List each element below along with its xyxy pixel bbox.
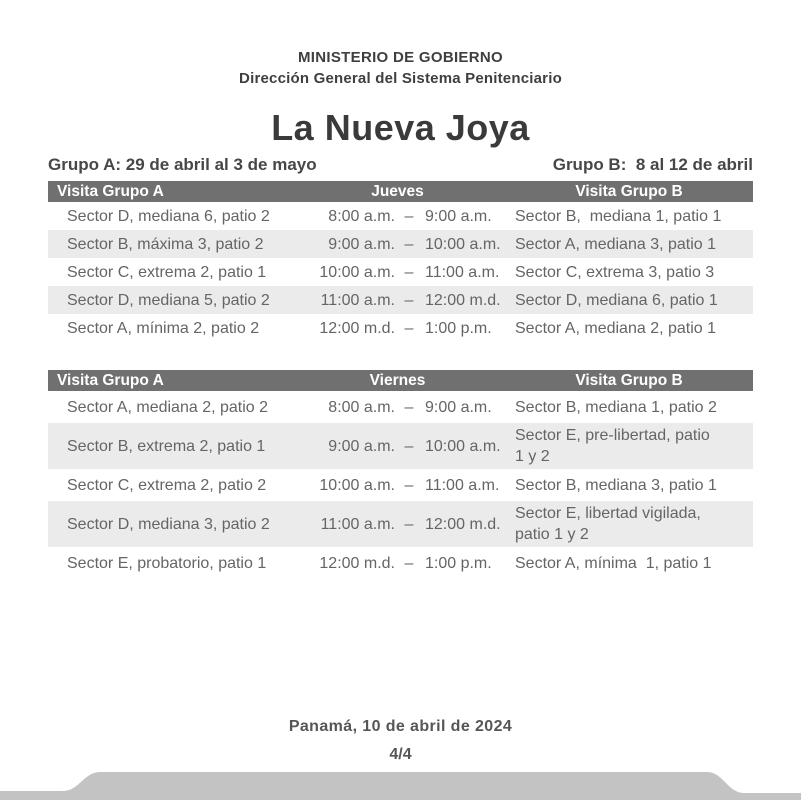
group-b-cell: Sector A, mínima 1, patio 1 <box>515 554 712 572</box>
column-header-day: Jueves <box>371 183 424 200</box>
page-number: 4/4 <box>389 746 412 763</box>
time-start: 12:00 m.d. <box>319 319 395 337</box>
time-end: 10:00 a.m. <box>425 437 501 455</box>
time-cell: 9:00 a.m. – 10:00 a.m. <box>290 434 505 459</box>
time-cell: 8:00 a.m. – 9:00 a.m. <box>290 395 505 420</box>
time-cell: 11:00 a.m. – 12:00 m.d. <box>290 512 505 537</box>
column-header-visita-grupo-b: Visita Grupo B <box>575 372 683 389</box>
time-end: 11:00 a.m. <box>425 263 500 281</box>
time-dash: – <box>404 398 414 416</box>
group-b-cell: Sector E, libertad vigilada, patio 1 y 2 <box>515 505 701 543</box>
time-dash: – <box>404 235 414 253</box>
schedule-table-jueves: Visita Grupo A Jueves Visita Grupo B Sec… <box>48 181 753 342</box>
group-a-range: Grupo A: 29 de abril al 3 de mayo <box>48 155 317 174</box>
group-a-cell: Sector D, mediana 3, patio 2 <box>67 515 270 533</box>
group-b-range: Grupo B: 8 al 12 de abril <box>552 155 753 174</box>
column-header-day: Viernes <box>369 372 426 389</box>
time-cell: 11:00 a.m. – 12:00 m.d. <box>290 288 505 313</box>
ministry-name: MINISTERIO DE GOBIERNO <box>298 49 503 66</box>
time-start: 9:00 a.m. <box>328 437 395 455</box>
group-b-cell: Sector B, mediana 1, patio 1 <box>515 207 722 225</box>
time-dash: – <box>404 291 414 309</box>
time-dash: – <box>404 476 414 494</box>
time-start: 12:00 m.d. <box>319 554 395 572</box>
time-start: 10:00 a.m. <box>319 263 395 281</box>
group-b-cell: Sector C, extrema 3, patio 3 <box>515 263 715 281</box>
table-row: Sector B, máxima 3, patio 2 9:00 a.m. – … <box>48 230 753 258</box>
time-end: 11:00 a.m. <box>425 476 500 494</box>
time-start: 9:00 a.m. <box>328 235 395 253</box>
table-row: Sector C, extrema 2, patio 1 10:00 a.m. … <box>48 258 753 286</box>
time-dash: – <box>404 263 414 281</box>
time-start: 8:00 a.m. <box>328 207 395 225</box>
time-end: 1:00 p.m. <box>425 554 492 572</box>
letterhead: MINISTERIO DE GOBIERNO Dirección General… <box>0 0 801 88</box>
group-b-cell: Sector E, pre-libertad, patio 1 y 2 <box>515 427 710 465</box>
time-dash: – <box>404 515 414 533</box>
table-row: Sector D, mediana 5, patio 2 11:00 a.m. … <box>48 286 753 314</box>
group-a-cell: Sector C, extrema 2, patio 1 <box>67 263 267 281</box>
table-row: Sector D, mediana 6, patio 2 8:00 a.m. –… <box>48 202 753 230</box>
time-start: 11:00 a.m. <box>320 291 395 309</box>
group-b-cell: Sector B, mediana 3, patio 1 <box>515 476 717 494</box>
group-a-cell: Sector A, mediana 2, patio 2 <box>67 398 269 416</box>
column-header-visita-grupo-a: Visita Grupo A <box>57 183 164 200</box>
time-cell: 10:00 a.m. – 11:00 a.m. <box>290 473 505 498</box>
group-b-cell: Sector B, mediana 1, patio 2 <box>515 398 717 416</box>
time-cell: 12:00 m.d. – 1:00 p.m. <box>290 316 505 341</box>
time-end: 9:00 a.m. <box>425 398 492 416</box>
time-cell: 9:00 a.m. – 10:00 a.m. <box>290 232 505 257</box>
table-row: Sector D, mediana 3, patio 2 11:00 a.m. … <box>48 501 753 547</box>
table-row: Sector C, extrema 2, patio 2 10:00 a.m. … <box>48 469 753 501</box>
time-end: 12:00 m.d. <box>425 291 501 309</box>
time-dash: – <box>404 437 414 455</box>
table-row: Sector A, mínima 2, patio 2 12:00 m.d. –… <box>48 314 753 342</box>
time-cell: 10:00 a.m. – 11:00 a.m. <box>290 260 505 285</box>
time-start: 11:00 a.m. <box>320 515 395 533</box>
group-date-ranges: Grupo A: 29 de abril al 3 de mayo Grupo … <box>48 154 753 176</box>
time-start: 10:00 a.m. <box>319 476 395 494</box>
table-header-row: Visita Grupo A Viernes Visita Grupo B <box>48 370 753 391</box>
time-dash: – <box>404 207 414 225</box>
column-header-visita-grupo-a: Visita Grupo A <box>57 372 164 389</box>
group-a-cell: Sector D, mediana 5, patio 2 <box>67 291 270 309</box>
time-end: 9:00 a.m. <box>425 207 492 225</box>
time-end: 10:00 a.m. <box>425 235 501 253</box>
time-dash: – <box>404 319 414 337</box>
time-end: 1:00 p.m. <box>425 319 492 337</box>
table-row: Sector B, extrema 2, patio 1 9:00 a.m. –… <box>48 423 753 469</box>
next-page-edge <box>0 772 801 800</box>
time-cell: 12:00 m.d. – 1:00 p.m. <box>290 551 505 576</box>
place-date: Panamá, 10 de abril de 2024 <box>288 718 513 735</box>
table-header-row: Visita Grupo A Jueves Visita Grupo B <box>48 181 753 202</box>
group-a-cell: Sector B, extrema 2, patio 1 <box>67 437 266 455</box>
group-a-cell: Sector C, extrema 2, patio 2 <box>67 476 267 494</box>
time-dash: – <box>404 554 414 572</box>
group-b-cell: Sector A, mediana 2, patio 1 <box>515 319 717 337</box>
schedule-table-viernes: Visita Grupo A Viernes Visita Grupo B Se… <box>48 370 753 579</box>
table-row: Sector E, probatorio, patio 1 12:00 m.d.… <box>48 547 753 579</box>
group-a-cell: Sector A, mínima 2, patio 2 <box>67 319 260 337</box>
document-footer: Panamá, 10 de abril de 2024 4/4 <box>0 717 801 765</box>
group-b-cell: Sector D, mediana 6, patio 1 <box>515 291 718 309</box>
table-row: Sector A, mediana 2, patio 2 8:00 a.m. –… <box>48 391 753 423</box>
time-cell: 8:00 a.m. – 9:00 a.m. <box>290 204 505 229</box>
group-a-cell: Sector D, mediana 6, patio 2 <box>67 207 270 225</box>
time-start: 8:00 a.m. <box>328 398 395 416</box>
department-name: Dirección General del Sistema Penitencia… <box>239 70 562 87</box>
time-end: 12:00 m.d. <box>425 515 501 533</box>
group-b-cell: Sector A, mediana 3, patio 1 <box>515 235 717 253</box>
group-a-cell: Sector B, máxima 3, patio 2 <box>67 235 264 253</box>
column-header-visita-grupo-b: Visita Grupo B <box>575 183 683 200</box>
group-a-cell: Sector E, probatorio, patio 1 <box>67 554 267 572</box>
page-title: La Nueva Joya <box>271 107 530 148</box>
